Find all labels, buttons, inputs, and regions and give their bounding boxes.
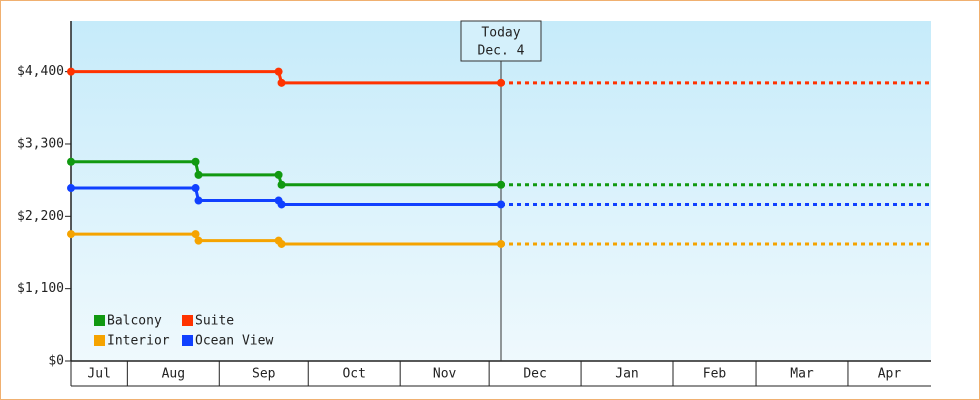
x-tick-label: Dec xyxy=(523,367,546,382)
x-tick-label: Aug xyxy=(162,367,185,382)
x-tick-label: Jan xyxy=(615,367,638,382)
y-tick-label: $4,400 xyxy=(17,64,64,79)
legend-label: Suite xyxy=(195,314,234,329)
legend-label: Interior xyxy=(107,334,170,349)
legend-swatch xyxy=(94,335,105,346)
point xyxy=(194,170,203,179)
legend-swatch xyxy=(94,315,105,326)
x-tick-label: Sep xyxy=(252,367,276,382)
y-tick-label: $3,300 xyxy=(17,136,64,151)
x-tick-label: Jul xyxy=(87,367,110,382)
x-tick-label: Apr xyxy=(878,367,902,382)
legend-label: Ocean View xyxy=(195,334,273,349)
point xyxy=(497,78,505,87)
point xyxy=(277,78,286,87)
point xyxy=(191,184,200,193)
series-line xyxy=(71,186,501,206)
point xyxy=(191,230,200,239)
x-tick-label: Mar xyxy=(790,367,814,382)
today-label: Dec. 4 xyxy=(478,44,525,59)
y-tick-label: $0 xyxy=(48,354,64,369)
point xyxy=(194,196,203,205)
series-line xyxy=(71,232,501,246)
point xyxy=(277,180,286,189)
x-tick-label: Feb xyxy=(703,367,727,382)
today-label: Today xyxy=(481,26,520,41)
legend-swatch xyxy=(182,335,193,346)
point xyxy=(497,200,505,209)
point xyxy=(274,170,283,179)
today-box xyxy=(460,20,542,62)
point xyxy=(67,230,75,239)
point xyxy=(497,239,505,248)
point xyxy=(497,180,505,189)
point xyxy=(277,200,286,209)
point xyxy=(67,184,75,193)
series-line xyxy=(71,70,501,85)
point xyxy=(67,67,75,76)
y-tick-label: $2,200 xyxy=(17,209,64,224)
point xyxy=(191,157,200,166)
legend-label: Balcony xyxy=(107,314,162,329)
legend-swatch xyxy=(182,315,193,326)
series-line xyxy=(71,160,501,187)
point xyxy=(67,157,75,166)
y-tick-label: $1,100 xyxy=(17,281,64,296)
point xyxy=(277,239,286,248)
point xyxy=(194,236,203,245)
x-tick-label: Oct xyxy=(342,367,365,382)
point xyxy=(274,67,283,76)
x-tick-label: Nov xyxy=(433,367,457,382)
